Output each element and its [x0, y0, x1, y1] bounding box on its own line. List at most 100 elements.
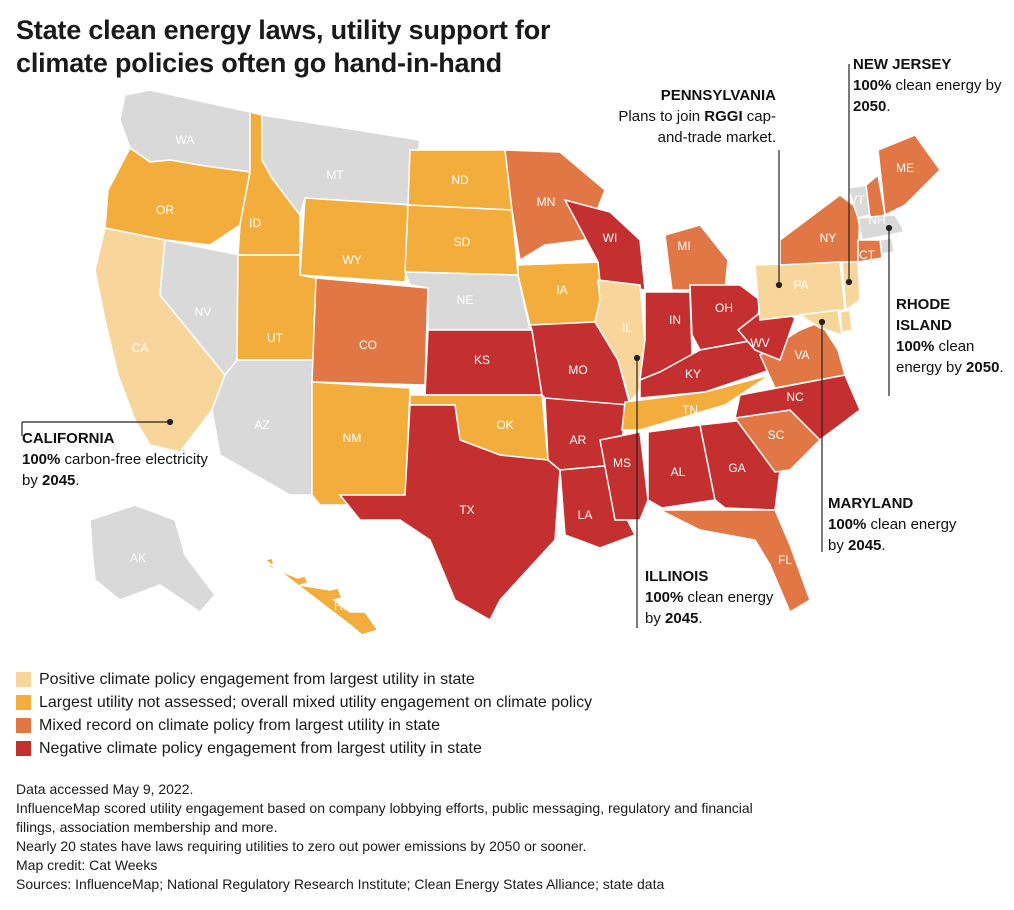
note-line: Sources: InfluenceMap; National Regulato… — [16, 876, 665, 892]
state-label-tn: TN — [682, 403, 698, 417]
state-label-ia: IA — [556, 283, 567, 297]
state-label-ks: KS — [474, 353, 490, 367]
annotation-new-jersey: NEW JERSEY 100% clean energy by 2050. — [853, 54, 1003, 117]
annotation-rhode-island: RHODE ISLAND 100% clean energy by 2050. — [896, 294, 1006, 378]
annotation-california-pct: 100% — [22, 451, 61, 468]
state-label-hi: HI — [334, 599, 346, 613]
state-label-mo: MO — [568, 363, 587, 377]
annotation-rhode-island-end: . — [999, 359, 1004, 376]
state-de — [839, 309, 853, 333]
state-label-nj: NJ — [865, 290, 880, 304]
state-al — [647, 424, 716, 509]
legend-label: Positive climate policy engagement from … — [39, 670, 475, 688]
state-label-ca: CA — [132, 341, 149, 355]
note-line: Nearly 20 states have laws requiring uti… — [16, 838, 587, 854]
annotation-california-end: . — [75, 472, 80, 489]
state-label-ut: UT — [267, 331, 284, 345]
annotation-new-jersey-pct: 100% — [853, 77, 892, 94]
state-label-me: ME — [896, 161, 914, 175]
note-line: InfluenceMap scored utility engagement b… — [16, 800, 753, 816]
state-label-il: IL — [622, 321, 632, 335]
annotation-illinois: ILLINOIS 100% clean energy by 2045. — [645, 566, 785, 629]
legend-item-not-assessed: Largest utility not assessed; overall mi… — [16, 691, 592, 714]
state-label-pa: PA — [793, 278, 808, 292]
state-ny — [779, 194, 861, 266]
legend-swatch-not-assessed — [16, 695, 31, 710]
state-label-nm: NM — [343, 431, 362, 445]
annotation-rhode-island-year: 2050 — [966, 359, 1000, 376]
state-label-al: AL — [671, 465, 686, 479]
annotation-illinois-title: ILLINOIS — [645, 568, 709, 585]
state-label-in: IN — [669, 313, 681, 327]
annotation-pennsylvania-title: PENNSYLVANIA — [660, 87, 776, 104]
annotation-rhode-island-text: clean energy by — [896, 338, 975, 376]
annotation-pennsylvania-text2: cap-and-trade market. — [657, 108, 776, 146]
state-label-va: VA — [794, 348, 809, 362]
annotation-illinois-text: clean energy by — [645, 589, 774, 627]
note-line: filings, association membership and more… — [16, 819, 278, 835]
state-label-nc: NC — [786, 390, 804, 404]
annotation-california-title: CALIFORNIA — [22, 430, 115, 447]
annotation-maryland: MARYLAND 100% clean energy by 2045. — [828, 493, 968, 556]
annotation-california-text: carbon-free electricity by — [22, 451, 208, 489]
annotation-california: CALIFORNIA 100% carbon-free electricity … — [22, 428, 212, 491]
annotation-maryland-text: clean energy by — [828, 516, 957, 554]
state-label-nd: ND — [451, 173, 469, 187]
annotation-california-year: 2045 — [42, 472, 76, 489]
state-label-wi: WI — [603, 231, 618, 245]
state-tx — [338, 404, 561, 622]
state-co — [311, 277, 429, 386]
state-label-ar: AR — [570, 433, 587, 447]
state-ri — [879, 237, 895, 255]
state-label-oh: OH — [715, 301, 733, 315]
state-label-la: LA — [578, 508, 593, 522]
state-label-ky: KY — [685, 367, 701, 381]
annotation-new-jersey-year: 2050 — [853, 98, 887, 115]
legend-item-negative: Negative climate policy engagement from … — [16, 737, 592, 760]
annotation-maryland-pct: 100% — [828, 516, 867, 533]
state-label-wa: WA — [176, 133, 195, 147]
map-title: State clean energy laws, utility support… — [16, 15, 551, 78]
annotation-new-jersey-text: clean energy by — [891, 77, 1002, 94]
annotation-illinois-year: 2045 — [665, 610, 699, 627]
note-line: Data accessed May 9, 2022. — [16, 781, 194, 797]
annotation-maryland-year: 2045 — [848, 537, 882, 554]
state-label-mt: MT — [326, 168, 344, 182]
state-label-sd: SD — [454, 235, 471, 249]
state-wy — [299, 197, 413, 283]
state-fl — [659, 509, 811, 614]
state-label-nh: NH — [868, 213, 885, 227]
state-ct — [857, 239, 883, 263]
state-wi — [563, 198, 646, 291]
state-mi — [664, 224, 729, 291]
state-ms — [599, 431, 649, 521]
us-state-map: WA OR CA ID NV MT WY UT AZ CO NM ND SD NE KS OK TX MN IA MO… — [21, 64, 941, 636]
annotation-illinois-pct: 100% — [645, 589, 684, 606]
legend-swatch-positive — [16, 672, 31, 687]
annotation-rhode-island-title: RHODE ISLAND — [896, 296, 952, 334]
state-label-wy: WY — [342, 253, 361, 267]
state-label-md: MD — [857, 331, 876, 345]
annotation-new-jersey-title: NEW JERSEY — [853, 56, 952, 73]
state-label-id: ID — [249, 216, 261, 230]
state-label-ny: NY — [820, 231, 837, 245]
state-label-vt: VT — [849, 193, 865, 207]
state-label-co: CO — [359, 338, 377, 352]
annotation-rhode-island-pct: 100% — [896, 338, 935, 355]
state-nj — [841, 261, 861, 312]
state-label-tx: TX — [459, 503, 474, 517]
annotation-new-jersey-end: . — [886, 98, 891, 115]
legend-swatch-negative — [16, 741, 31, 756]
annotation-maryland-end: . — [881, 537, 886, 554]
legend-swatch-mixed — [16, 718, 31, 733]
legend-label: Largest utility not assessed; overall mi… — [39, 693, 593, 711]
state-label-ak: AK — [130, 551, 146, 565]
annotation-pennsylvania: PENNSYLVANIA Plans to join RGGI cap-and-… — [608, 85, 776, 148]
legend-label: Mixed record on climate policy from larg… — [39, 716, 441, 734]
state-label-mn: MN — [537, 195, 556, 209]
state-va — [759, 321, 846, 389]
state-label-ga: GA — [728, 461, 745, 475]
state-label-az: AZ — [254, 418, 269, 432]
map-legend: Positive climate policy engagement from … — [16, 668, 592, 760]
state-label-ms: MS — [613, 456, 631, 470]
